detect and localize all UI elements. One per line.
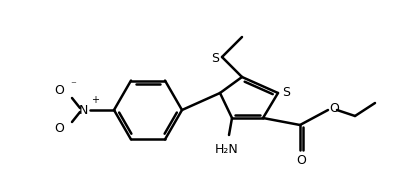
Text: O: O: [329, 102, 339, 115]
Text: S: S: [211, 52, 219, 64]
Text: +: +: [91, 95, 99, 105]
Text: ⁻: ⁻: [70, 80, 76, 90]
Text: O: O: [296, 154, 306, 167]
Text: N: N: [79, 103, 88, 117]
Text: O: O: [54, 85, 64, 97]
Text: S: S: [282, 85, 290, 98]
Text: H₂N: H₂N: [215, 143, 239, 156]
Text: O: O: [54, 123, 64, 135]
